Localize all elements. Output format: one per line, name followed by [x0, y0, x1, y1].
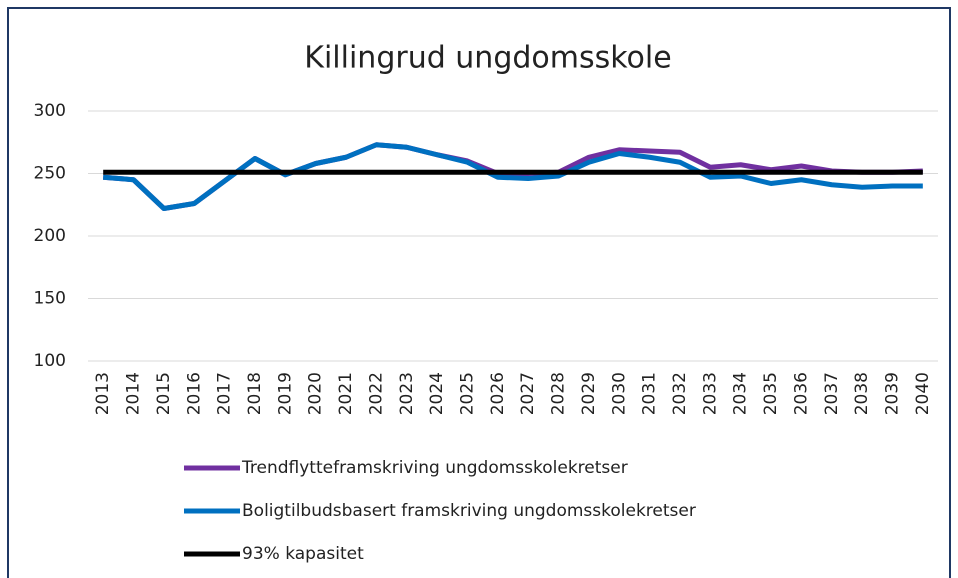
x-tick-label: 2033 — [700, 372, 720, 415]
x-tick-label: 2013 — [93, 372, 113, 415]
x-tick-label: 2040 — [913, 372, 933, 415]
legend-label: Boligtilbudsbasert framskriving ungdomss… — [242, 501, 696, 521]
x-tick-label: 2015 — [154, 372, 174, 415]
y-tick-label: 250 — [34, 164, 66, 184]
x-tick-label: 2024 — [427, 372, 447, 415]
x-tick-label: 2034 — [731, 372, 751, 415]
x-tick-label: 2031 — [640, 372, 660, 415]
y-tick-label: 100 — [34, 351, 66, 371]
x-tick-label: 2022 — [366, 372, 386, 415]
x-tick-label: 2037 — [822, 372, 842, 415]
x-tick-label: 2016 — [184, 372, 204, 415]
x-tick-label: 2035 — [761, 372, 781, 415]
x-tick-label: 2021 — [336, 372, 356, 415]
legend-label: Trendflytteframskriving ungdomsskolekret… — [241, 458, 628, 478]
y-tick-label: 200 — [34, 226, 66, 246]
x-tick-label: 2028 — [549, 372, 569, 415]
y-tick-label: 300 — [34, 101, 66, 121]
x-tick-label: 2017 — [215, 372, 235, 415]
x-tick-label: 2025 — [457, 372, 477, 415]
chart-title: Killingrud ungdomsskole — [304, 41, 671, 76]
x-tick-label: 2014 — [124, 372, 144, 415]
x-tick-label: 2032 — [670, 372, 690, 415]
x-tick-label: 2026 — [488, 372, 508, 415]
x-tick-label: 2023 — [397, 372, 417, 415]
frame — [7, 7, 951, 578]
x-tick-label: 2039 — [882, 372, 902, 415]
x-tick-label: 2029 — [579, 372, 599, 415]
y-tick-label: 150 — [34, 289, 66, 309]
x-tick-label: 2018 — [245, 372, 265, 415]
x-tick-label: 2036 — [791, 372, 811, 415]
x-tick-label: 2038 — [852, 372, 872, 415]
legend-label: 93% kapasitet — [242, 544, 364, 564]
x-tick-label: 2027 — [518, 372, 538, 415]
x-tick-label: 2019 — [275, 372, 295, 415]
x-tick-label: 2030 — [609, 372, 629, 415]
series-line — [102, 142, 923, 211]
x-tick-label: 2020 — [306, 372, 326, 415]
